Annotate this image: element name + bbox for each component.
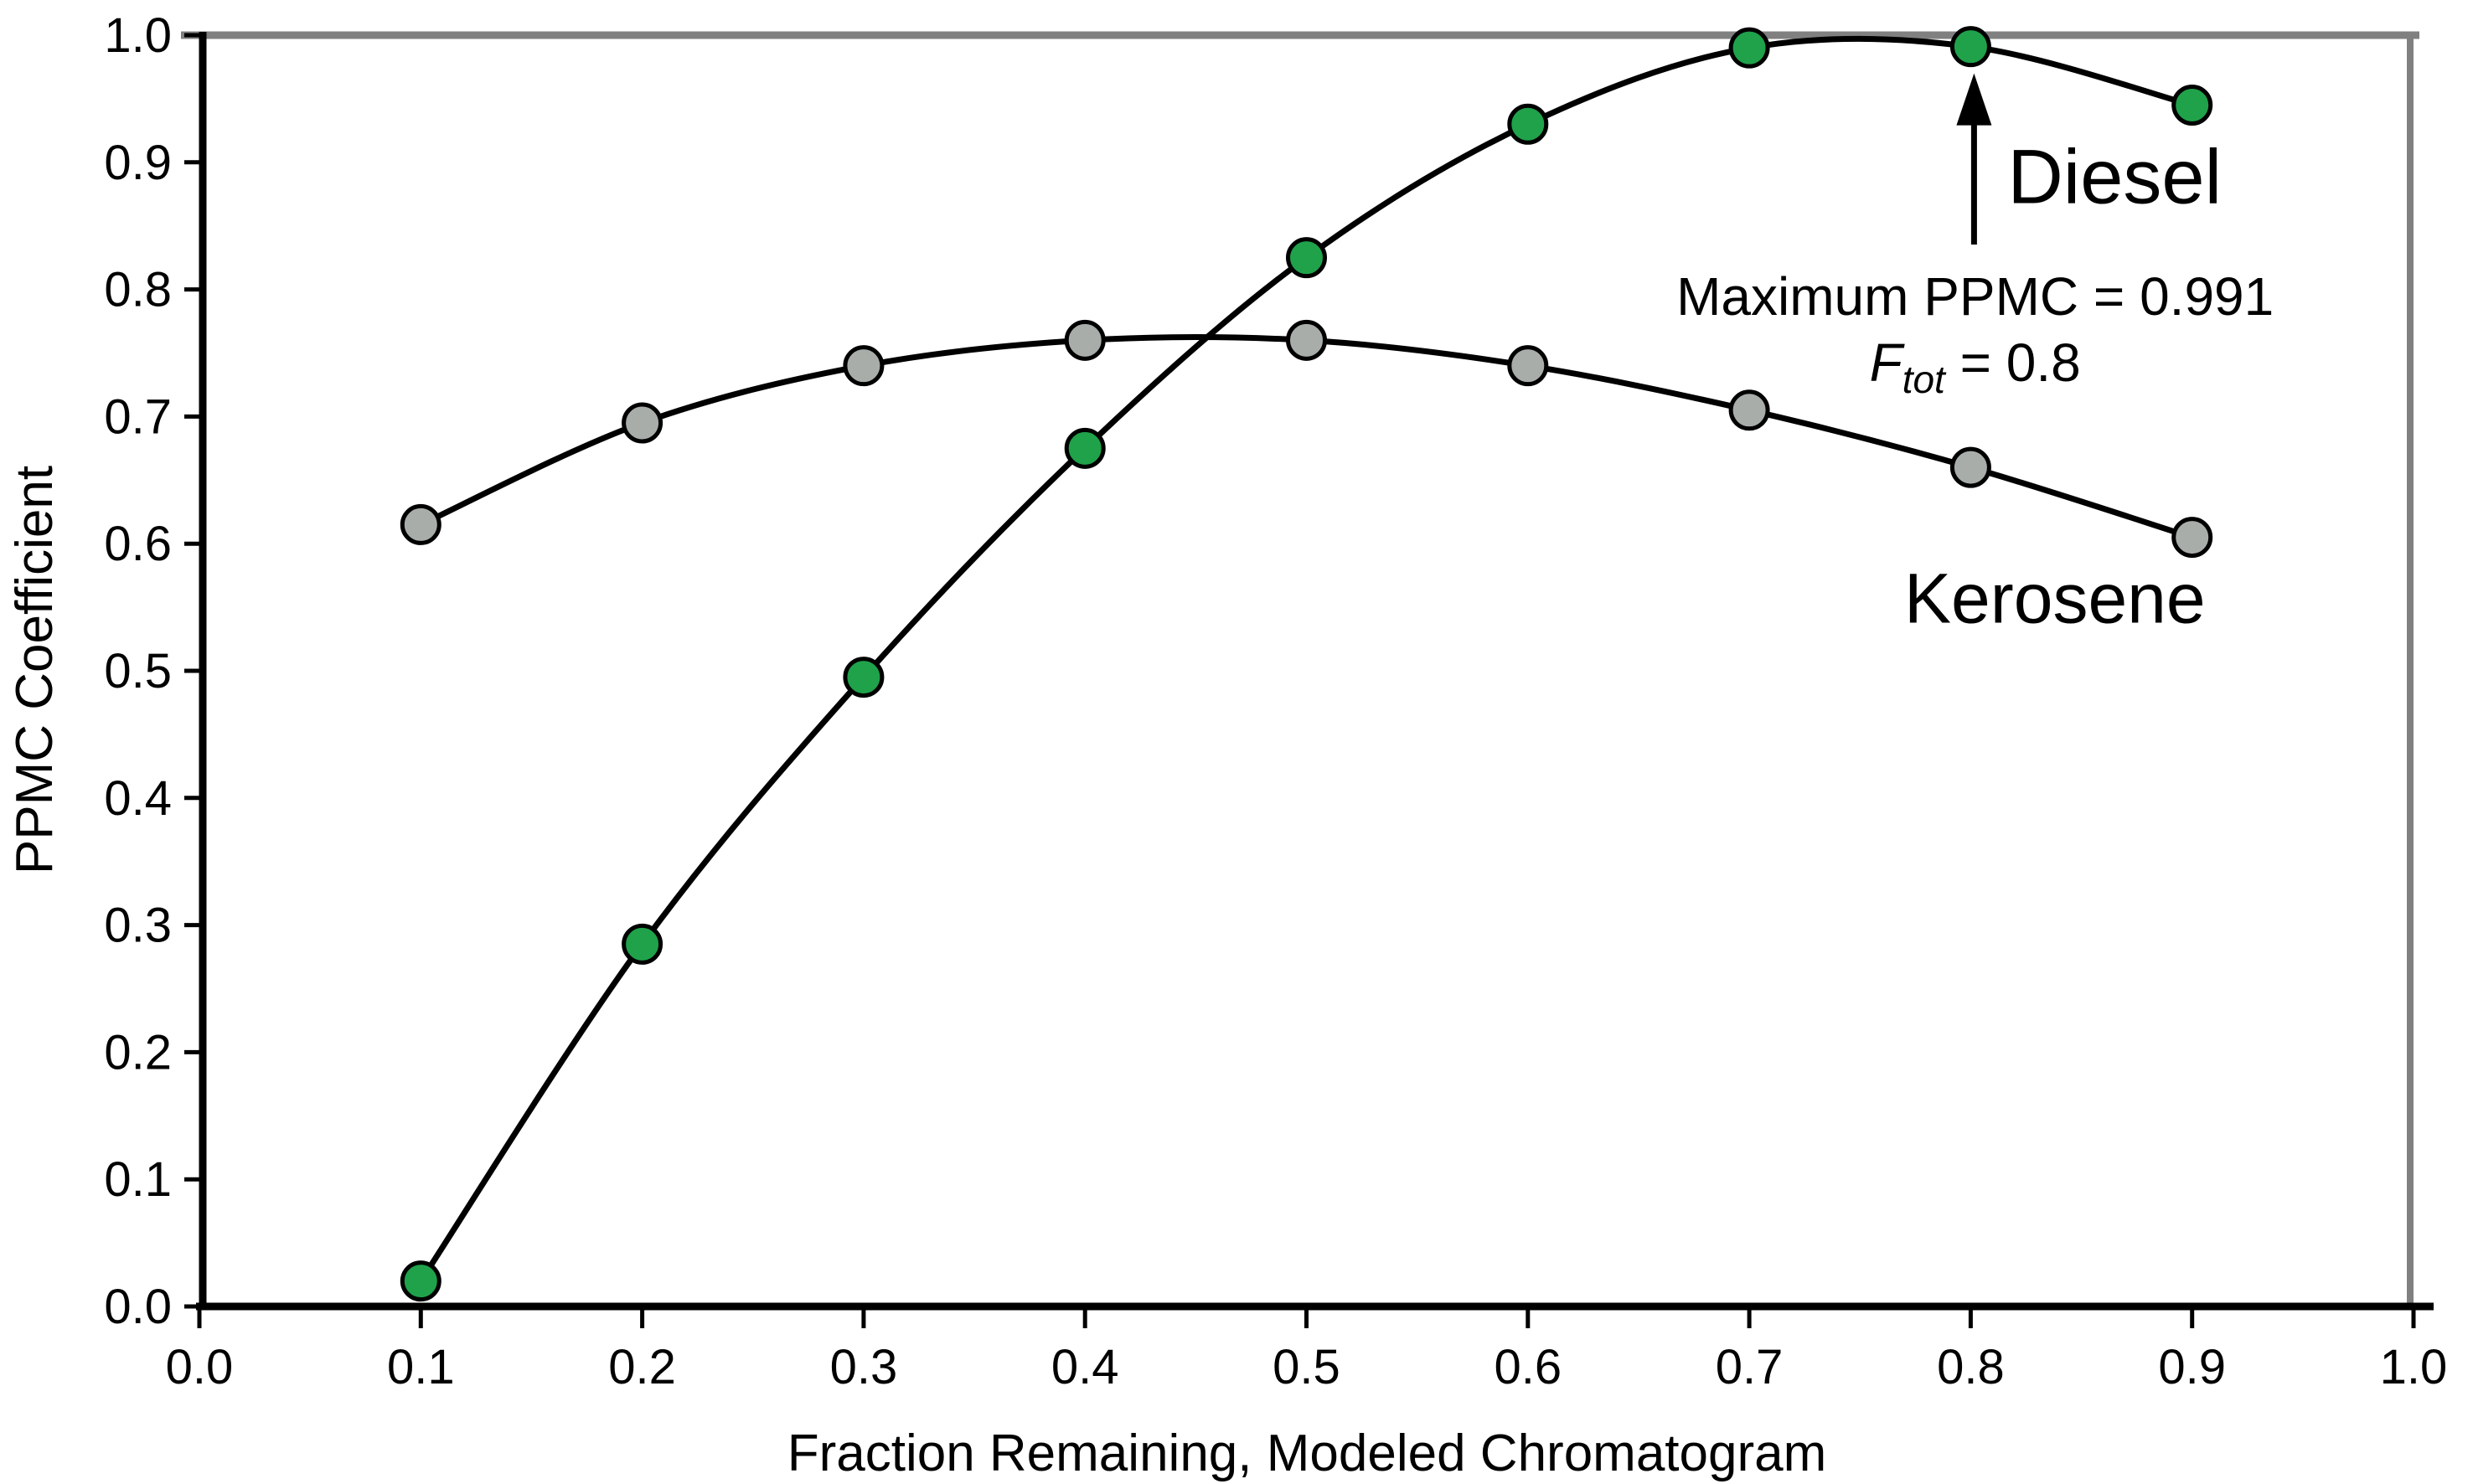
data-point-kerosene-0.6 [1507, 345, 1549, 387]
x-tick-label: 0.6 [1494, 1340, 1562, 1394]
y-tick-label: 1.0 [104, 8, 172, 63]
x-axis-title: Fraction Remaining, Modeled Chromatogram [787, 1425, 1827, 1482]
y-tick-label: 0.4 [104, 771, 172, 826]
data-point-kerosene-0.8 [1949, 446, 1991, 488]
series-label-diesel: Diesel [2007, 134, 2222, 219]
data-point-diesel-0.7 [1728, 27, 1770, 69]
data-point-kerosene-0.3 [843, 345, 885, 387]
x-tick-label: 0.5 [1273, 1340, 1340, 1394]
data-point-diesel-0.5 [1286, 237, 1327, 279]
data-point-kerosene-0.4 [1064, 319, 1106, 361]
x-tick-label: 0.2 [608, 1340, 676, 1394]
x-tick-label: 0.0 [166, 1340, 234, 1394]
x-tick-label: 0.7 [1716, 1340, 1784, 1394]
y-tick-label: 0.3 [104, 899, 172, 953]
annotation-line1: Maximum PPMC = 0.991 [1676, 266, 2274, 327]
data-point-diesel-0.8 [1949, 26, 1991, 68]
y-tick-label: 0.6 [104, 517, 172, 571]
data-point-diesel-0.2 [622, 923, 663, 965]
y-tick-label: 0.7 [104, 389, 172, 444]
annotation-line2: Ftot = 0.8 [1870, 332, 2081, 401]
data-point-diesel-0.6 [1507, 103, 1549, 145]
x-tick-label: 0.8 [1937, 1340, 2005, 1394]
x-tick-label: 0.3 [830, 1340, 898, 1394]
annotation-arrow-head [1956, 73, 1992, 126]
series-label-kerosene: Kerosene [1904, 559, 2206, 637]
y-tick-label: 0.0 [104, 1280, 172, 1334]
y-axis-title: PPMC Coefficient [6, 466, 64, 874]
data-point-diesel-0.9 [2171, 84, 2213, 126]
x-tick-label: 1.0 [2380, 1340, 2448, 1394]
data-point-diesel-0.4 [1064, 427, 1106, 469]
y-tick-label: 0.9 [104, 136, 172, 190]
data-point-kerosene-0.5 [1286, 319, 1327, 361]
y-tick-label: 0.8 [104, 263, 172, 317]
y-tick-label: 0.1 [104, 1152, 172, 1207]
x-tick-label: 0.9 [2158, 1340, 2226, 1394]
series-line-diesel [418, 35, 2193, 1283]
x-tick-label: 0.1 [387, 1340, 455, 1394]
data-point-kerosene-0.1 [400, 503, 441, 545]
data-point-kerosene-0.9 [2171, 517, 2213, 559]
data-point-kerosene-0.7 [1728, 389, 1770, 431]
x-tick-label: 0.4 [1051, 1340, 1119, 1394]
data-point-diesel-0.3 [843, 657, 885, 698]
y-tick-label: 0.2 [104, 1025, 172, 1080]
data-point-diesel-0.1 [400, 1260, 441, 1302]
y-tick-label: 0.5 [104, 644, 172, 698]
data-point-kerosene-0.2 [622, 402, 663, 444]
